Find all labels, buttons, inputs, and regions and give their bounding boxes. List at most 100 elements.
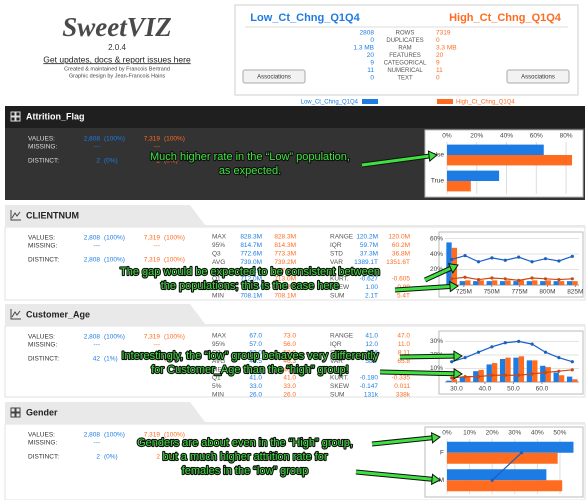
- card-header: [5, 304, 585, 326]
- stat-label: SUM: [330, 392, 344, 399]
- stat-left: 41.0: [365, 333, 378, 340]
- summary-value: 9: [436, 60, 440, 67]
- stat-right: 46.3: [283, 358, 296, 365]
- left-percent: (100%): [104, 257, 125, 264]
- stat-right: -0.605: [392, 276, 411, 283]
- associations-button[interactable]: [506, 69, 570, 84]
- bar: [447, 469, 547, 481]
- stat-left: 12.0: [365, 341, 378, 348]
- stat-right: 717.6M: [274, 267, 296, 274]
- annotation: the populations; this is the case here: [161, 280, 340, 292]
- histogram-bar: [446, 380, 452, 382]
- x-tick-label: 40%: [531, 430, 544, 437]
- stat-label: IQR: [330, 341, 342, 348]
- arrow: [355, 470, 433, 481]
- attrition-dot: [463, 374, 467, 379]
- field-label: DISTINCT:: [28, 454, 59, 461]
- histogram-bar: [459, 376, 466, 382]
- stat-label: SKEW: [330, 383, 350, 390]
- attrition-dot: [570, 360, 574, 364]
- histogram-bar: [572, 379, 578, 382]
- icon: [15, 111, 21, 117]
- left-percent: (0%): [104, 454, 118, 461]
- right-percent: (100%): [164, 432, 185, 439]
- feature-title: Customer_Age: [26, 309, 90, 319]
- histogram-bar: [491, 363, 498, 382]
- icon: [15, 412, 21, 418]
- arrow: [424, 266, 452, 282]
- attrition-dot: [490, 373, 494, 377]
- card-header: [5, 205, 585, 227]
- stat-label: VAR: [330, 259, 343, 266]
- left-percent: (100%): [104, 235, 125, 242]
- stat-left: 37.3M: [360, 251, 378, 258]
- attrition-dot: [543, 257, 548, 261]
- summary-value: 9: [370, 60, 374, 67]
- bar: [447, 155, 573, 166]
- stat-left: 2.1T: [365, 293, 378, 300]
- stat-right: 773.3M: [274, 251, 296, 258]
- credit: Graphic design by Jean-Francois Hains: [69, 73, 166, 79]
- field-label: DISTINCT:: [28, 158, 59, 165]
- x-tick-label: 30.0: [450, 386, 463, 393]
- right-value: ---: [154, 440, 161, 447]
- y-tick-label: 30%: [430, 338, 443, 345]
- stat-label: MEDIAN: [212, 366, 238, 373]
- left-percent: (1%): [104, 356, 118, 363]
- bar: [447, 181, 471, 192]
- stat-right: 739.2M: [274, 259, 296, 266]
- icon: [10, 210, 21, 221]
- attrition-dot: [557, 356, 561, 360]
- associations-button[interactable]: [242, 69, 306, 84]
- stat-left: -0.180: [360, 375, 379, 382]
- legend-swatch: [437, 99, 453, 104]
- stat-label: MEDIAN: [212, 267, 238, 274]
- stat-label: MAX: [212, 234, 227, 241]
- summary-value: 20: [367, 52, 375, 59]
- stat-label: MAX: [212, 333, 227, 340]
- card-header: [5, 402, 585, 424]
- field-label: MISSING:: [28, 342, 57, 349]
- dataset-name: Low_Ct_Chng_Q1Q4: [250, 12, 360, 24]
- stat-label: 5%: [212, 383, 222, 390]
- stat-left: 57.0: [249, 341, 262, 348]
- icon: [10, 116, 16, 122]
- docs-link[interactable]: Get updates, docs & report issues here: [43, 54, 191, 64]
- stat-right: 713.0M: [274, 276, 296, 283]
- histogram-bar: [540, 365, 546, 382]
- histogram-bar: [572, 281, 578, 285]
- histogram-bar: [486, 364, 492, 382]
- field-label: VALUES:: [28, 235, 55, 242]
- icon: [10, 111, 16, 117]
- attrition-dot: [543, 277, 548, 281]
- left-value: 2: [96, 454, 100, 461]
- histogram-bar: [553, 372, 559, 382]
- right-value: 45: [153, 356, 161, 363]
- attrition-line: [451, 340, 573, 363]
- arrow: [399, 354, 455, 359]
- category-label: F: [440, 449, 444, 456]
- dataset-name: High_Ct_Chng_Q1Q4: [449, 12, 562, 24]
- arrow-head: [430, 473, 441, 486]
- x-tick-label: 20%: [486, 430, 499, 437]
- left-percent: (0%): [104, 158, 118, 165]
- attrition-dot: [570, 254, 574, 258]
- y-tick-label: 20%: [430, 266, 443, 273]
- histogram-bar: [499, 359, 506, 382]
- stat-label: RANGE: [330, 234, 354, 241]
- annotation: for Customer_Age than the “high” group!: [151, 364, 349, 376]
- arrow: [361, 154, 430, 167]
- x-tick-label: 10%: [463, 430, 476, 437]
- histogram-bar: [532, 360, 538, 382]
- stat-left: 828.3M: [240, 234, 262, 241]
- stat-label: KURT.: [330, 375, 349, 382]
- card-header: [5, 106, 585, 128]
- histogram-bar: [451, 379, 458, 382]
- summary-label: RAM: [398, 46, 411, 52]
- stat-label: STD: [330, 350, 343, 357]
- attrition-dot: [543, 370, 548, 375]
- x-tick-label: 750M: [484, 289, 500, 296]
- attrition-dot: [530, 260, 534, 264]
- field-label: VALUES:: [28, 334, 55, 341]
